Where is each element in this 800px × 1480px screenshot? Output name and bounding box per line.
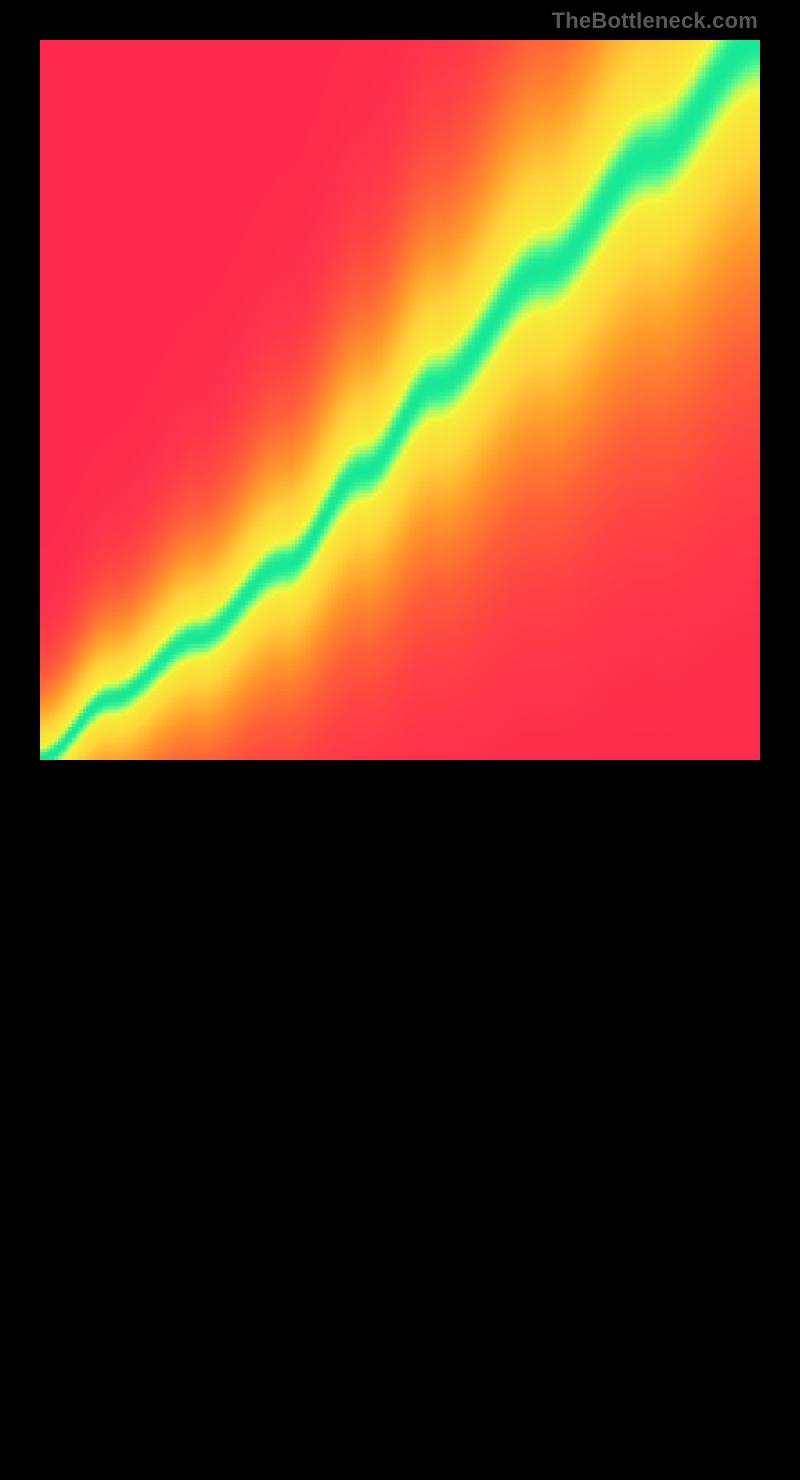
crosshair-hline bbox=[40, 1119, 760, 1120]
outer-frame: TheBottleneck.com bbox=[0, 0, 800, 800]
plot-area bbox=[40, 40, 760, 760]
watermark-label: TheBottleneck.com bbox=[552, 8, 758, 34]
heatmap-canvas bbox=[40, 40, 760, 760]
crosshair-marker bbox=[328, 1113, 339, 1124]
crosshair-vline bbox=[333, 760, 334, 1480]
